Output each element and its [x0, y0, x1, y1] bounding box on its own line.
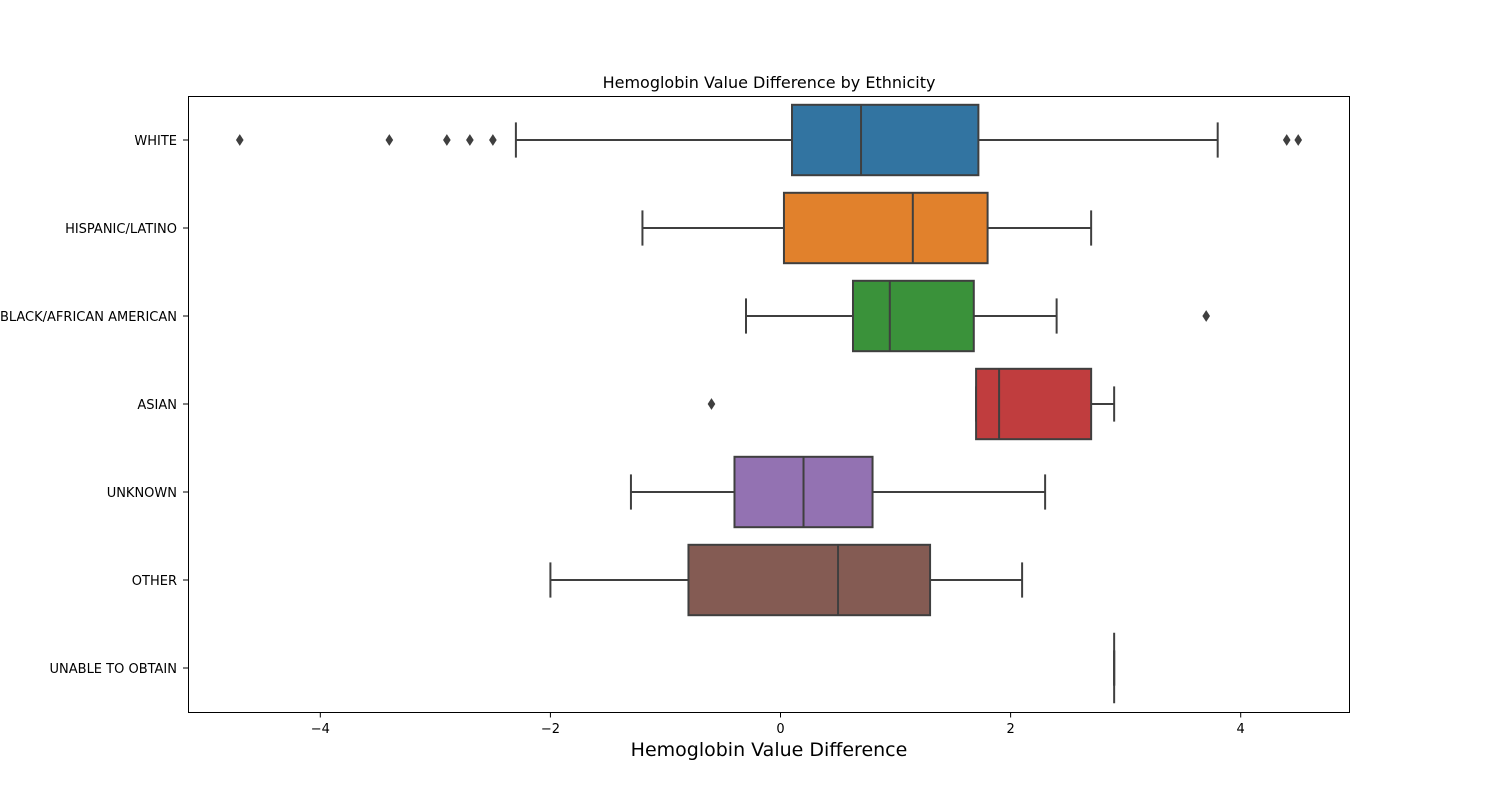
outlier-point [235, 134, 244, 146]
outlier-point [1202, 310, 1211, 322]
y-tick-label: HISPANIC/LATINO [65, 222, 177, 237]
x-tick-label: −2 [541, 722, 560, 737]
outlier-point [489, 134, 497, 146]
box-iqr [782, 191, 989, 265]
box-group [235, 103, 1303, 177]
box-iqr [687, 543, 932, 617]
y-tick-label: BLACK/AFRICAN AMERICAN [0, 310, 177, 325]
y-tick-label: WHITE [134, 134, 177, 149]
outlier-point [443, 134, 451, 146]
x-tick-label: 4 [1237, 722, 1245, 737]
box-iqr [975, 367, 1093, 441]
y-tick-label: UNKNOWN [107, 486, 177, 501]
box-iqr [851, 279, 975, 353]
box-iqr [791, 103, 980, 177]
y-tick-label: UNABLE TO OBTAIN [50, 662, 177, 677]
outlier-point [707, 398, 716, 410]
y-axis: WHITE HISPANIC/LATINO BLACK/AFRICAN AMERIC… [0, 134, 189, 677]
x-tick-label: 0 [776, 722, 784, 737]
x-axis: −4 −2 0 2 4 [311, 712, 1245, 737]
y-tick-label: ASIAN [137, 398, 177, 413]
y-tick-label: OTHER [132, 574, 177, 589]
outlier-point [1282, 134, 1291, 146]
outlier-point [1294, 134, 1303, 146]
box-group [549, 543, 1024, 617]
box-group [641, 191, 1093, 265]
outlier-point [466, 134, 474, 146]
x-axis-label: Hemoglobin Value Difference [631, 739, 908, 761]
box-group [707, 367, 1116, 441]
box-group [744, 279, 1211, 353]
outlier-point [385, 134, 394, 146]
x-tick-label: −4 [311, 722, 330, 737]
chart-title: Hemoglobin Value Difference by Ethnicity [603, 73, 936, 92]
plot-area [235, 103, 1303, 704]
plot-frame [188, 96, 1350, 713]
x-tick-label: 2 [1006, 722, 1014, 737]
box-group [629, 455, 1047, 529]
